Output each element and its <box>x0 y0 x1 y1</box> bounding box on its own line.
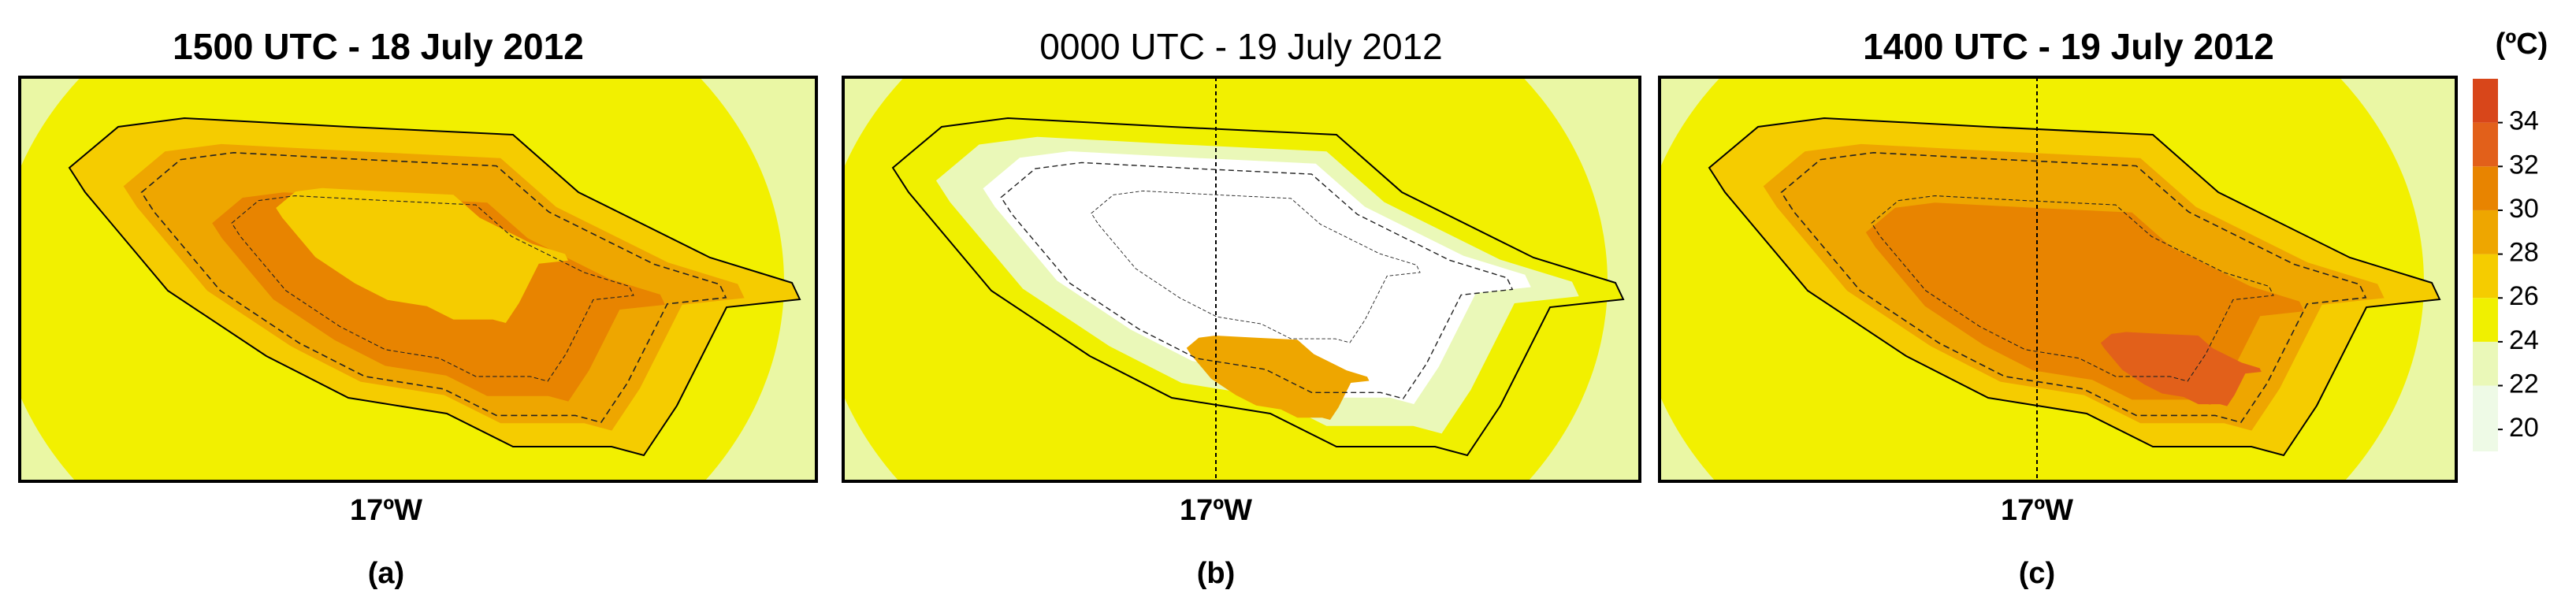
colorbar-tick-label: 30 <box>2509 194 2539 224</box>
colorbar-segment <box>2473 254 2498 299</box>
map-panel <box>1658 76 2458 483</box>
colorbar-segment <box>2473 79 2498 123</box>
colorbar-tick-label: 26 <box>2509 281 2539 311</box>
panel-letter: (b) <box>1197 557 1236 590</box>
x-label: 17ºW <box>2001 494 2073 527</box>
map-panel <box>18 76 818 483</box>
panel-letter: (c) <box>2019 557 2055 590</box>
colorbar-tick-label: 34 <box>2509 106 2539 136</box>
colorbar-segment <box>2473 298 2498 342</box>
colorbar-tick-label: 32 <box>2509 150 2539 180</box>
panel-title: 1400 UTC - 19 July 2012 <box>1863 26 2274 67</box>
panel-title: 0000 UTC - 19 July 2012 <box>1039 26 1442 67</box>
colorbar-tick-label: 28 <box>2509 238 2539 268</box>
map-panel <box>842 76 1641 483</box>
colorbar-segment <box>2473 210 2498 254</box>
colorbar-tick-label: 24 <box>2509 325 2539 355</box>
colorbar-tick-label: 22 <box>2509 369 2539 399</box>
panel-title: 1500 UTC - 18 July 2012 <box>173 26 584 67</box>
colorbar-segment <box>2473 166 2498 210</box>
colorbar-segment <box>2473 385 2498 451</box>
panel-letter: (a) <box>368 557 404 590</box>
colorbar-segment <box>2473 341 2498 386</box>
colorbar-segment <box>2473 122 2498 167</box>
colorbar-tick-label: 20 <box>2509 413 2539 443</box>
colorbar-unit: (ºC) <box>2496 28 2548 61</box>
x-label: 17ºW <box>350 494 422 527</box>
x-label: 17ºW <box>1180 494 1252 527</box>
